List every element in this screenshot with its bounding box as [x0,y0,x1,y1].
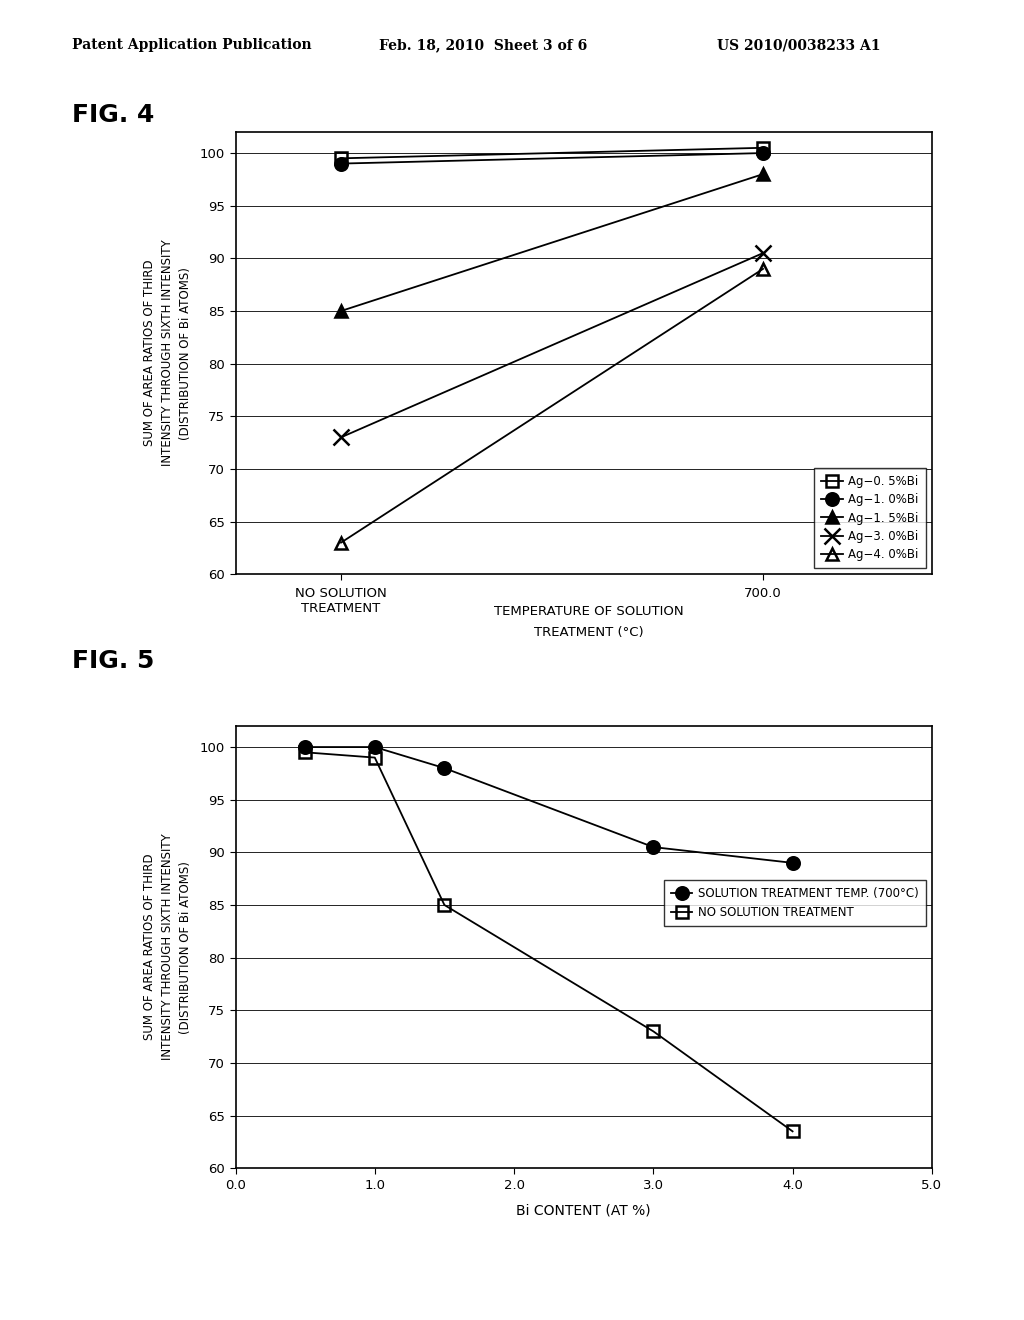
Text: Feb. 18, 2010  Sheet 3 of 6: Feb. 18, 2010 Sheet 3 of 6 [379,38,587,53]
Legend: Ag−0. 5%Bi, Ag−1. 0%Bi, Ag−1. 5%Bi, Ag−3. 0%Bi, Ag−4. 0%Bi: Ag−0. 5%Bi, Ag−1. 0%Bi, Ag−1. 5%Bi, Ag−3… [814,467,926,569]
Text: Patent Application Publication: Patent Application Publication [72,38,311,53]
Y-axis label: SUM OF AREA RATIOS OF THIRD
INTENSITY THROUGH SIXTH INTENSITY
(DISTRIBUTION OF B: SUM OF AREA RATIOS OF THIRD INTENSITY TH… [142,240,191,466]
Text: TREATMENT (°C): TREATMENT (°C) [534,626,644,639]
Legend: SOLUTION TREATMENT TEMP. (700°C), NO SOLUTION TREATMENT: SOLUTION TREATMENT TEMP. (700°C), NO SOL… [664,880,926,925]
Text: TEMPERATURE OF SOLUTION: TEMPERATURE OF SOLUTION [494,605,684,618]
Text: US 2010/0038233 A1: US 2010/0038233 A1 [717,38,881,53]
X-axis label: Bi CONTENT (AT %): Bi CONTENT (AT %) [516,1204,651,1217]
Text: FIG. 5: FIG. 5 [72,649,154,673]
Text: FIG. 4: FIG. 4 [72,103,154,127]
Y-axis label: SUM OF AREA RATIOS OF THIRD
INTENSITY THROUGH SIXTH INTENSITY
(DISTRIBUTION OF B: SUM OF AREA RATIOS OF THIRD INTENSITY TH… [142,834,191,1060]
